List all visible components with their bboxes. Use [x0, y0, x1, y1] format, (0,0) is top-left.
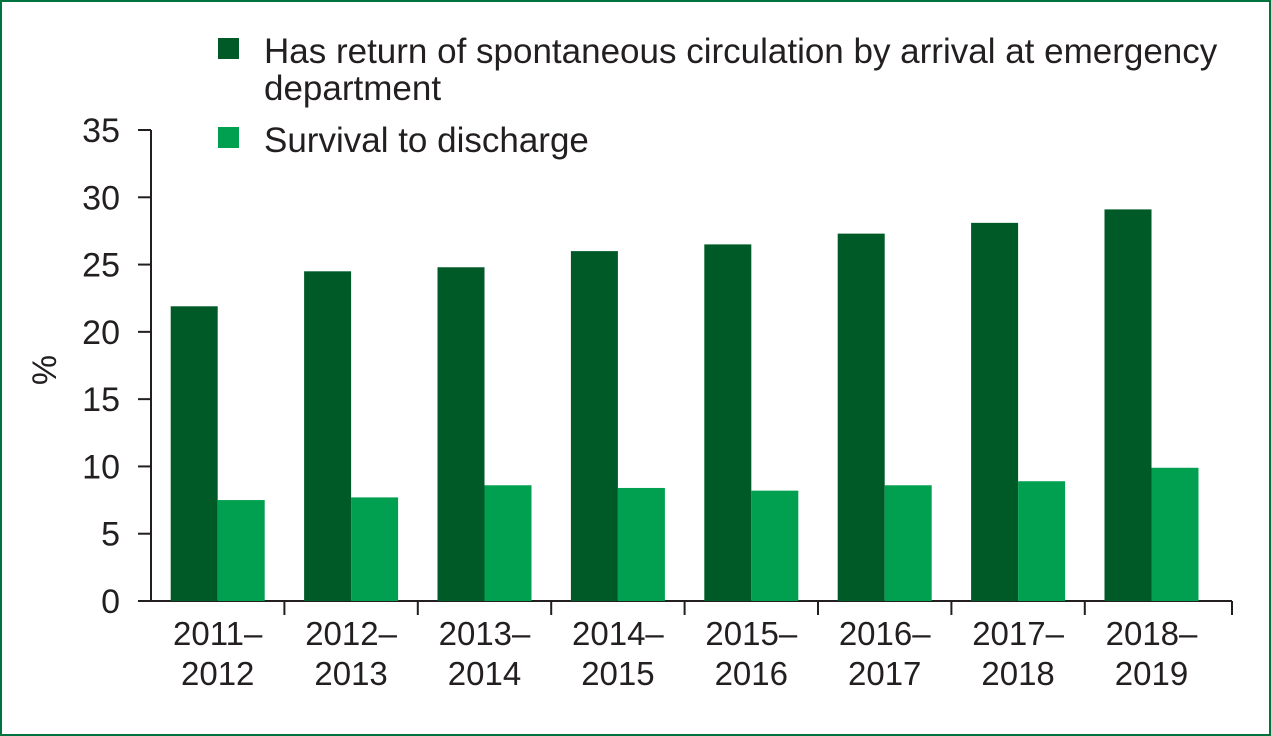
bar-survival	[751, 490, 799, 601]
x-tick-label: 2017	[848, 655, 921, 692]
x-tick-label: 2011–	[173, 615, 263, 652]
x-tick-label: 2012	[181, 655, 254, 692]
x-tick-label: 2013–	[439, 615, 531, 652]
x-tick-label: 2016	[715, 655, 788, 692]
bar-rosc	[437, 267, 485, 601]
y-tick-label: 20	[82, 314, 120, 352]
bar-survival	[484, 485, 532, 601]
bar-survival	[884, 485, 932, 601]
y-tick-label: 25	[82, 247, 120, 285]
x-tick-label: 2014	[448, 655, 521, 692]
bar-survival	[217, 500, 265, 601]
x-tick-label: 2013	[314, 655, 387, 692]
y-tick-label: 30	[82, 179, 120, 217]
x-tick-label: 2015–	[705, 615, 797, 652]
bar-survival	[1018, 481, 1066, 601]
legend-swatch-rosc	[218, 38, 239, 59]
legend-swatch-survival	[218, 127, 239, 148]
y-tick-label: 35	[82, 112, 120, 150]
bar-rosc	[570, 251, 618, 601]
x-tick-label: 2012–	[305, 615, 397, 652]
x-tick-label: 2014–	[572, 615, 664, 652]
legend-label-survival: Survival to discharge	[264, 121, 589, 160]
y-axis-label: %	[26, 355, 64, 385]
x-tick-label: 2017–	[972, 615, 1064, 652]
bar-rosc	[1104, 209, 1152, 601]
bar-rosc	[837, 233, 885, 601]
y-tick-label: 15	[82, 381, 120, 419]
x-tick-label: 2018	[981, 655, 1054, 692]
bar-rosc	[304, 271, 352, 601]
x-tick-label: 2015	[581, 655, 654, 692]
bar-survival	[1151, 467, 1199, 601]
y-tick-label: 5	[101, 516, 120, 554]
bar-rosc	[170, 306, 218, 601]
bar-rosc	[704, 244, 752, 601]
bar-survival	[351, 497, 399, 601]
y-tick-label: 0	[101, 583, 120, 621]
legend-label-rosc: Has return of spontaneous circulation by…	[264, 32, 1218, 71]
x-tick-label: 2018–	[1106, 615, 1198, 652]
bar-rosc	[971, 222, 1019, 601]
legend-label-rosc: department	[264, 69, 441, 108]
x-tick-label: 2016–	[839, 615, 931, 652]
y-tick-label: 10	[82, 448, 120, 486]
x-tick-label: 2019	[1115, 655, 1188, 692]
bar-survival	[617, 487, 665, 601]
